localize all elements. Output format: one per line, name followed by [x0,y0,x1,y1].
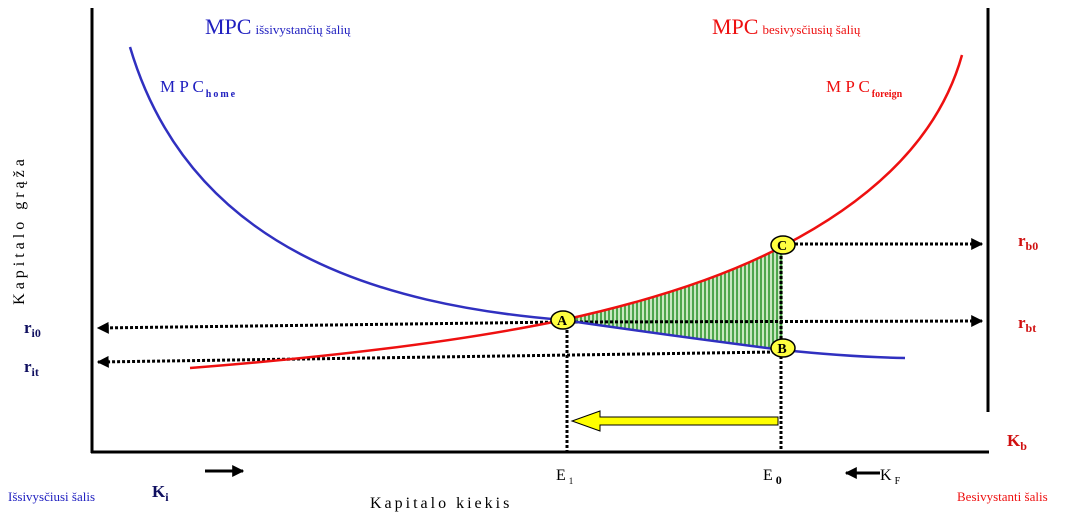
label-part: r [24,318,32,337]
label-part: F [895,476,901,487]
point-label: B [777,342,786,357]
label-part: E [763,467,773,484]
label-part: K [1007,431,1021,450]
label-main: M P C [160,77,204,96]
rate-label: rit [24,357,39,379]
point-label: C [777,239,787,254]
label-sub: foreign [872,89,903,100]
label-sub: home [206,89,237,100]
dotted-lines [96,238,984,452]
point-c [770,235,796,255]
label-part: K [152,482,166,501]
label-part: i0 [32,326,41,340]
label-main: MPC [712,14,758,39]
label-part: K [880,467,892,484]
point-a [550,310,576,330]
label-part: i [165,490,169,504]
capital-label: Ki [152,482,169,504]
label-sub: išsivystančių šalių [255,22,350,37]
rate-label: ri0 [24,318,41,340]
label-part: 1 [569,476,574,486]
rate-label: rb0 [1018,231,1038,253]
rate-label: rbt [1018,313,1036,335]
y-axis-label: Kapitalo grąža [11,155,28,305]
mpc-foreign-curve [189,54,964,370]
country-label: Besivystanti šalis [957,489,1048,504]
label-part: bt [1026,321,1037,335]
curve-label: MPC išsivystančių šalių [205,14,351,39]
label-sub: besivysčiusių šalių [762,22,860,37]
label-part: b0 [1026,239,1039,253]
mpc-home-curve [128,46,906,360]
curve-label: MPC besivysčiusių šalių [712,14,861,39]
point-label: A [557,314,568,329]
label-part: 0 [776,473,782,487]
label-part: it [32,365,39,379]
label-main: M P C [826,77,870,96]
capital-label: Kb [1007,431,1027,453]
label-part: b [1020,439,1027,453]
x-axis-label: Kapitalo kiekis [370,495,512,512]
label-part: E [556,467,566,484]
point-b [770,338,796,358]
country-label: Išsivysčiusi šalis [8,489,95,504]
label-part: r [1018,313,1026,332]
shift-arrow [570,410,779,432]
label-part: r [24,357,32,376]
label-part: r [1018,231,1026,250]
label-main: MPC [205,14,251,39]
